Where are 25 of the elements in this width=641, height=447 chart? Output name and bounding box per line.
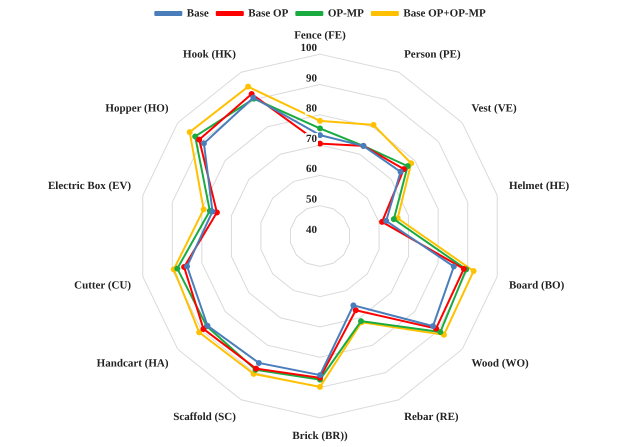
spoke-label: Handcart (HA) bbox=[96, 357, 169, 370]
legend-label: OP-MP bbox=[328, 7, 364, 20]
legend-label: Base bbox=[186, 7, 209, 20]
y-tick-label: 60 bbox=[306, 163, 318, 176]
y-tick-label: 70 bbox=[306, 132, 318, 145]
y-tick-label: 100 bbox=[300, 42, 318, 54]
spoke-label: Brick (BR)) bbox=[292, 430, 348, 442]
y-tick-label: 40 bbox=[306, 224, 318, 236]
spoke-label: Person (PE) bbox=[404, 48, 461, 61]
spoke-label: Hopper (HO) bbox=[105, 102, 169, 114]
y-tick-label: 80 bbox=[306, 102, 318, 115]
y-tick-label: 50 bbox=[306, 194, 318, 206]
legend-label: Base OP+OP-MP bbox=[403, 7, 486, 20]
spoke-label: Rebar (RE) bbox=[404, 411, 459, 424]
spoke-label: Hook (HK) bbox=[183, 48, 236, 61]
spoke-label: Board (BO) bbox=[508, 280, 565, 292]
spoke-label: Cutter (CU) bbox=[74, 280, 132, 292]
spoke-label: Vest (VE) bbox=[472, 102, 517, 114]
spoke-label: Helmet (HE) bbox=[508, 180, 570, 192]
spoke-label: Wood (WO) bbox=[472, 357, 529, 370]
spoke-label: Scaffold (SC) bbox=[173, 411, 236, 424]
spoke-label: Electric Box (EV) bbox=[48, 180, 132, 192]
y-tick-label: 90 bbox=[306, 72, 318, 84]
spoke-label: Fence (FE) bbox=[294, 29, 346, 42]
legend-label: Base OP bbox=[248, 7, 289, 20]
